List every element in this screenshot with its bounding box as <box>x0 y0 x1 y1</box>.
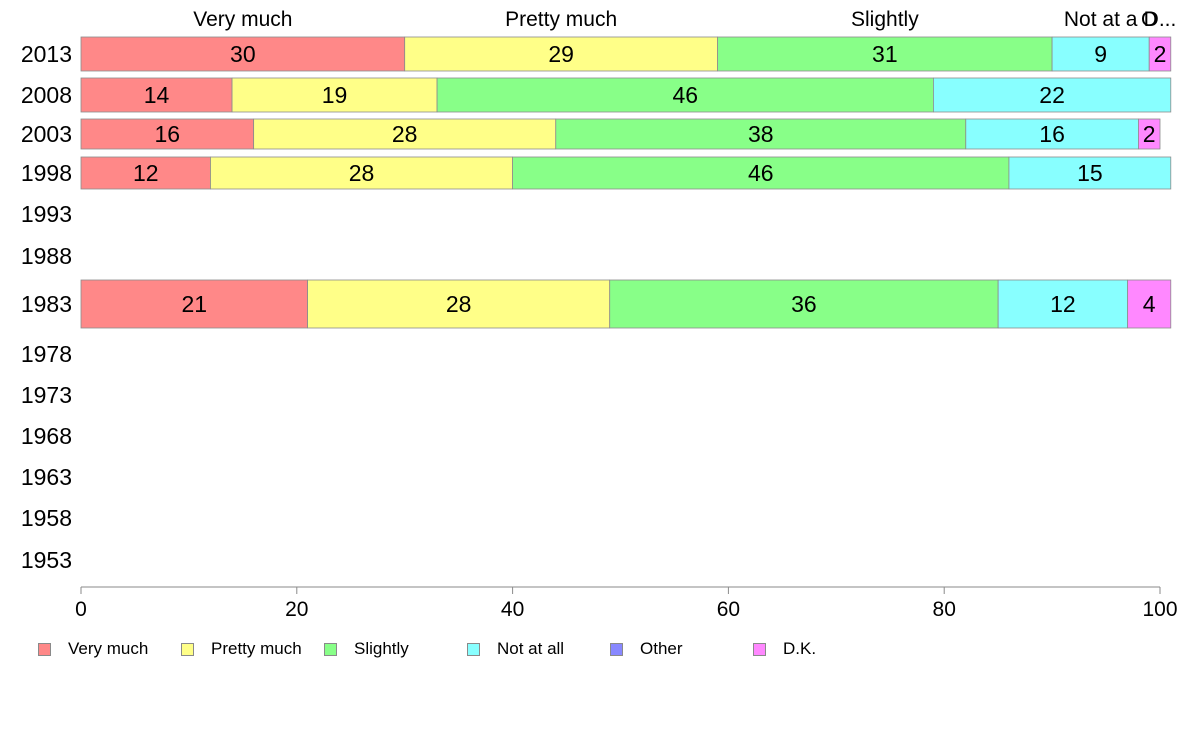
data-label-2013-2: 31 <box>872 41 898 67</box>
data-label-1998-2: 46 <box>748 160 774 186</box>
chart-legend: Very much Pretty much Slightly Not at all Ot… <box>38 638 938 664</box>
x-tick-label-40: 40 <box>501 598 524 621</box>
x-tick-label-0: 0 <box>75 598 87 621</box>
bar-segment-1998-3 <box>1008 156 1172 190</box>
year-label-1973: 1973 <box>21 382 72 408</box>
data-label-1983-5: 4 <box>1143 291 1156 317</box>
legend-item: Not at all <box>467 638 564 660</box>
year-label-1983: 1983 <box>21 291 72 317</box>
bar-segment-2013-3 <box>1051 36 1150 72</box>
bar-segment-2013-0 <box>80 36 406 72</box>
top-label-5: D... <box>1144 8 1177 31</box>
legend-swatch <box>753 642 766 656</box>
data-label-2003-1: 28 <box>392 121 418 147</box>
bar-segment-2008-3 <box>933 77 1172 113</box>
data-label-2008-3: 22 <box>1039 82 1065 108</box>
legend-label: Other <box>640 639 683 658</box>
year-label-1978: 1978 <box>21 341 72 367</box>
data-label-2008-0: 14 <box>144 82 170 108</box>
x-tick-label-20: 20 <box>285 598 308 621</box>
bar-segment-1983-0 <box>80 279 308 329</box>
data-label-1983-3: 12 <box>1050 291 1076 317</box>
data-label-1983-0: 21 <box>181 291 207 317</box>
data-label-2003-2: 38 <box>748 121 774 147</box>
year-label-1988: 1988 <box>21 243 72 269</box>
year-label-1963: 1963 <box>21 464 72 490</box>
data-label-1998-0: 12 <box>133 160 159 186</box>
x-tick-label-80: 80 <box>933 598 956 621</box>
legend-swatch <box>38 642 51 656</box>
bar-segment-2013-1 <box>404 36 719 72</box>
top-label-0: Very much <box>193 8 292 31</box>
year-label-2003: 2003 <box>21 121 72 147</box>
bar-segment-1983-1 <box>307 279 611 329</box>
top-label-3: Not at a <box>1064 8 1138 31</box>
legend-label: Very much <box>68 639 149 658</box>
year-label-1958: 1958 <box>21 505 72 531</box>
x-tick-label-60: 60 <box>717 598 740 621</box>
bar-segment-1983-5 <box>1127 279 1172 329</box>
top-label-1: Pretty much <box>505 8 617 31</box>
data-label-2003-3: 16 <box>1039 121 1065 147</box>
data-label-2013-0: 30 <box>230 41 256 67</box>
data-label-1983-1: 28 <box>446 291 472 317</box>
legend-item: D.K. <box>753 638 816 660</box>
top-label-4: O <box>1141 8 1157 31</box>
data-label-2013-3: 9 <box>1094 41 1107 67</box>
legend-swatch <box>181 642 194 656</box>
data-label-2008-2: 46 <box>672 82 698 108</box>
legend-swatch <box>324 642 337 656</box>
legend-swatch <box>610 642 623 656</box>
bar-segment-2003-2 <box>555 118 967 150</box>
x-tick-label-100: 100 <box>1142 598 1177 621</box>
legend-item: Pretty much <box>181 638 302 660</box>
legend-item: Other <box>610 638 683 660</box>
bar-segment-1998-0 <box>80 156 211 190</box>
data-label-1998-3: 15 <box>1077 160 1103 186</box>
year-label-1998: 1998 <box>21 160 72 186</box>
year-label-1993: 1993 <box>21 201 72 227</box>
bar-segment-2003-0 <box>80 118 255 150</box>
bar-segment-2003-1 <box>253 118 557 150</box>
data-label-2003-5: 2 <box>1143 121 1156 147</box>
legend-label: Not at all <box>497 639 565 658</box>
legend-item: Very much <box>38 638 148 660</box>
stacked-bar-chart: 2013 2008 2003 1998 1993 1988 1983 1978 1973 1968… <box>21 8 1178 621</box>
legend-label: D.K. <box>783 639 817 658</box>
data-label-2008-1: 19 <box>322 82 348 108</box>
data-label-1983-2: 36 <box>791 291 817 317</box>
bar-segment-2013-5 <box>1148 36 1172 72</box>
legend-swatch <box>467 642 480 656</box>
bar-segment-2008-0 <box>80 77 233 113</box>
bar-segment-2008-1 <box>231 77 438 113</box>
bar-segment-2003-5 <box>1138 118 1161 150</box>
year-label-2013: 2013 <box>21 41 72 67</box>
data-label-2003-0: 16 <box>155 121 181 147</box>
year-label-1953: 1953 <box>21 547 72 573</box>
data-label-1998-1: 28 <box>349 160 375 186</box>
bar-segment-1998-1 <box>210 156 513 190</box>
legend-label: Pretty much <box>211 639 302 658</box>
legend-label: Slightly <box>354 639 409 658</box>
year-label-2008: 2008 <box>21 82 72 108</box>
legend-item: Slightly <box>324 638 409 660</box>
bar-segment-2008-2 <box>436 77 934 113</box>
bar-segment-2003-3 <box>965 118 1139 150</box>
data-label-2013-1: 29 <box>548 41 574 67</box>
year-label-1968: 1968 <box>21 423 72 449</box>
bar-segment-2013-2 <box>717 36 1053 72</box>
top-label-2: Slightly <box>851 8 919 31</box>
data-label-2013-5: 2 <box>1154 41 1167 67</box>
